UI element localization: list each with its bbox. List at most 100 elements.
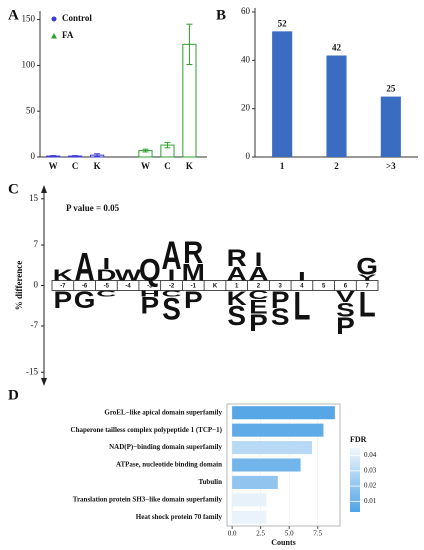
y-tick-label: Heat shock protein 70 family [136, 513, 223, 521]
logo-letter: G [74, 288, 96, 314]
logo-letter: R [183, 236, 203, 271]
logo-letter: C [161, 289, 181, 298]
logo-letter: L [359, 284, 376, 324]
bar [272, 31, 293, 157]
colorbar-tick-label: 0.04 [364, 451, 377, 459]
y-tick-label: NAD(P)−binding domain superfamily [109, 443, 222, 451]
y-tick-label: 15 [29, 193, 39, 203]
data-label: 25 [386, 84, 396, 94]
logo-letter: A [227, 263, 247, 285]
data-label: 52 [278, 18, 288, 28]
position-label: -3 [147, 284, 153, 290]
y-tick-label: -15 [26, 366, 38, 376]
y-tick-label: 50 [26, 105, 36, 115]
x-tick-label: 0.0 [228, 530, 237, 538]
y-tick-label: 0 [246, 151, 251, 161]
logo-letter: P [140, 293, 159, 319]
error-bar [50, 155, 57, 158]
position-label: K [213, 284, 218, 290]
x-tick-label: C [164, 161, 171, 171]
error-bar [142, 148, 149, 153]
y-axis-title: % difference [14, 261, 24, 311]
position-label: -1 [191, 284, 197, 290]
y-tick-label: 20 [241, 103, 251, 113]
legend-marker [51, 16, 57, 22]
y-tick-label: Translation protein SH3−like domain supe… [73, 495, 223, 503]
y-tick-label: 7 [34, 239, 39, 249]
x-tick-label: 1 [280, 161, 285, 171]
x-tick-label: 7.5 [313, 530, 322, 538]
axis-arrow [41, 378, 47, 386]
y-tick-label: Tubulin [199, 478, 223, 486]
legend-label: Control [62, 13, 92, 23]
position-label: 4 [300, 284, 304, 290]
x-tick-label: W [141, 161, 150, 171]
logo-letter: C [248, 289, 268, 302]
legend-label: FA [62, 30, 74, 40]
x-tick-label: W [49, 161, 58, 171]
logo-letter: A [75, 246, 95, 290]
bar [232, 441, 313, 455]
colorbar-tick-label: 0.01 [364, 497, 377, 505]
logo-letter: A [248, 263, 268, 285]
bar [232, 458, 301, 472]
bar [232, 493, 267, 507]
logo-letter: K [227, 288, 248, 310]
axis-arrow [41, 185, 47, 193]
logo-letter: K [53, 266, 74, 284]
logo-letter: A [161, 234, 181, 278]
logo-letter: I [168, 266, 176, 284]
position-label: 5 [322, 284, 326, 290]
logo-letter: S [227, 300, 246, 331]
legend-marker [51, 33, 57, 39]
logo-letter: Y [358, 274, 377, 283]
panel-label: D [8, 387, 19, 403]
position-label: 1 [235, 284, 239, 290]
y-tick-label: GroEL−like apical domain superfamily [104, 408, 222, 416]
logo-letter: R [227, 246, 247, 272]
position-label: 3 [279, 284, 283, 290]
error-bar [186, 23, 193, 65]
colorbar-title: FDR [350, 435, 367, 444]
panel-label: B [216, 7, 226, 23]
y-tick-label: -7 [31, 320, 39, 330]
position-label: -5 [104, 284, 110, 290]
error-bar [94, 153, 101, 158]
logo-letter: L [293, 285, 310, 329]
logo-letter: G [356, 255, 378, 281]
logo-letter: Q [139, 253, 161, 288]
y-tick-label: ATPase, nucleotide binding domain [116, 461, 222, 469]
logo-letter: P [184, 288, 203, 314]
logo-letter: C [96, 289, 116, 298]
error-bar [164, 141, 171, 149]
panel-label: C [8, 181, 19, 197]
x-tick-label: K [94, 161, 101, 171]
position-label: -7 [60, 284, 66, 290]
logo-letter: P [249, 311, 268, 337]
error-bar [72, 155, 79, 158]
logo-letter: P [336, 314, 355, 340]
logo-letter: I [102, 254, 110, 272]
bar [232, 406, 335, 420]
y-tick-label: 60 [241, 6, 251, 16]
bar [326, 55, 347, 157]
logo-letter: E [249, 296, 268, 318]
bar [380, 96, 401, 157]
y-tick-label: 150 [22, 14, 36, 24]
logo-letter: S [271, 305, 290, 331]
colorbar-tick-label: 0.03 [364, 466, 377, 474]
logo-letter: D [96, 266, 116, 284]
colorbar [350, 448, 360, 512]
x-tick-label: K [186, 161, 193, 171]
y-tick-label: 40 [241, 54, 251, 64]
logo-letter: I [298, 270, 306, 283]
x-tick-label: >3 [386, 161, 396, 171]
logo-letter: S [162, 292, 181, 327]
y-tick-label: 0 [31, 151, 36, 161]
x-tick-label: 5.0 [285, 530, 294, 538]
x-tick-label: C [72, 161, 79, 171]
y-tick-label: 100 [22, 59, 36, 69]
bar [232, 475, 278, 489]
y-tick-label: Chaperone tailless complex polypeptide 1… [71, 426, 223, 434]
